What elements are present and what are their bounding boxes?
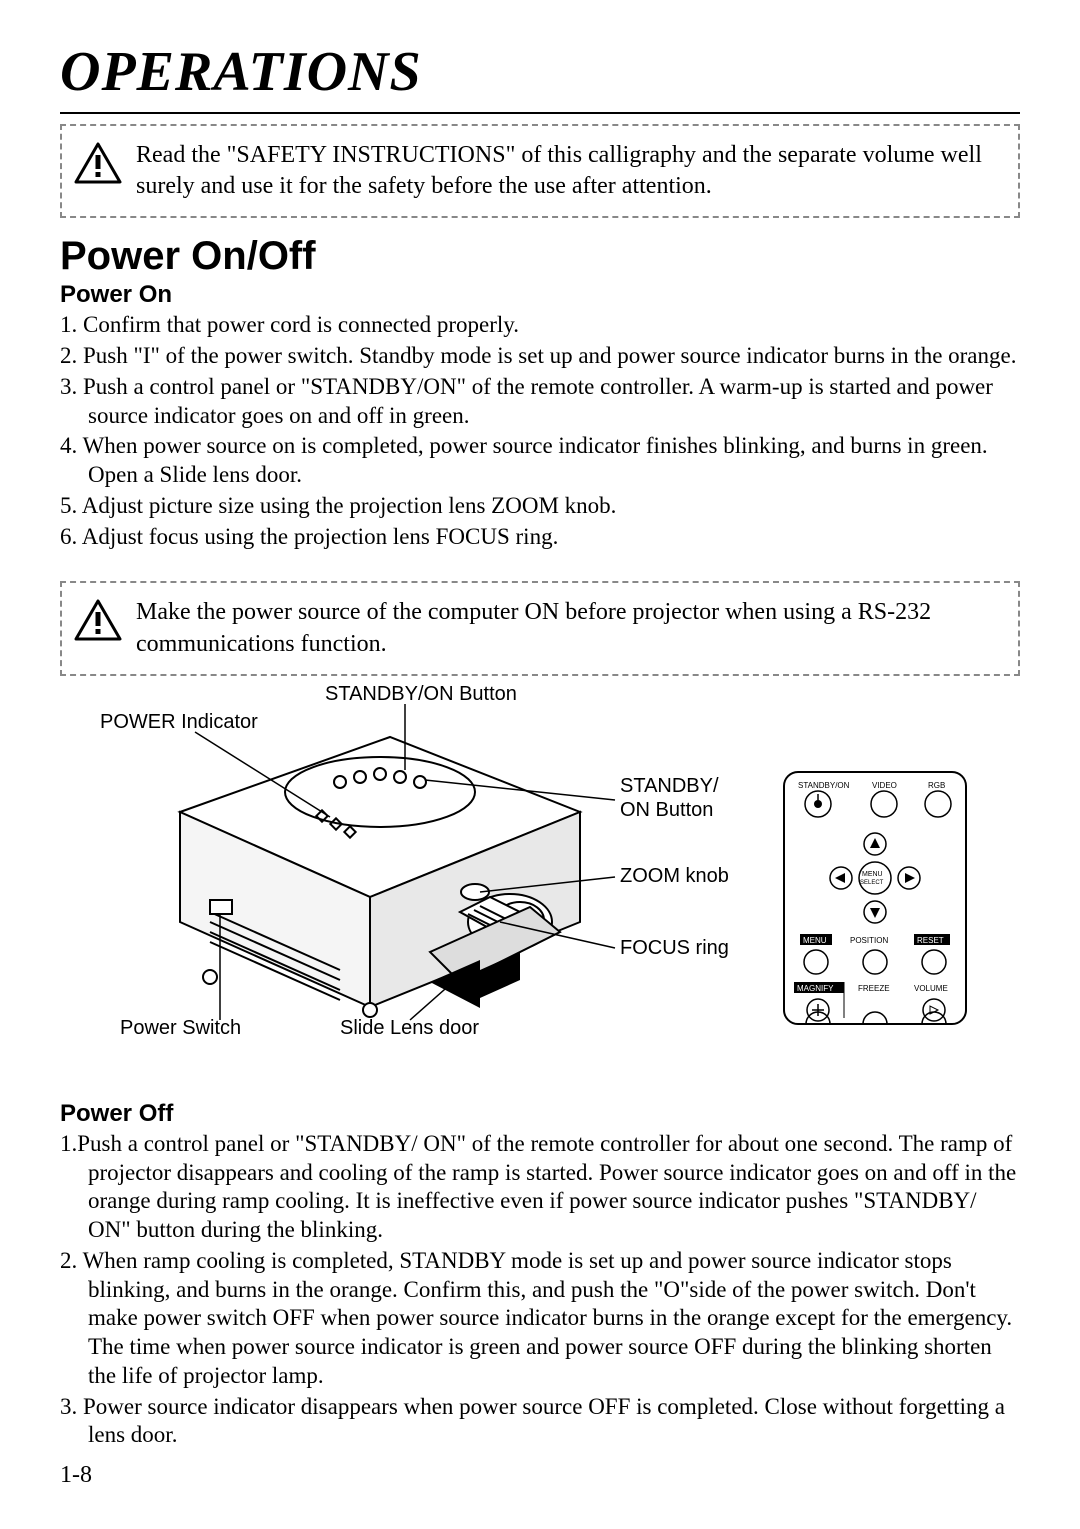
label-standby-side-2: ON Button (620, 799, 713, 821)
label-power-indicator: POWER Indicator (100, 711, 258, 733)
remote-label: SELECT (860, 880, 884, 886)
list-item: 3. Push a control panel or "STANDBY/ON" … (60, 373, 1020, 431)
remote-control-diagram: STANDBY/ON VIDEO RGB MENU SELECT MENU PO… (780, 768, 970, 1028)
title-rule (60, 112, 1020, 114)
label-standby-side-1: STANDBY/ (620, 775, 719, 797)
projector-diagram: STANDBY/ON Button POWER Indicator STANDB… (60, 682, 760, 1082)
page-title: OPERATIONS (60, 40, 1020, 104)
remote-label: MAGNIFY (797, 984, 834, 993)
remote-label: RESET (917, 936, 944, 945)
safety-warning-text: Read the "SAFETY INSTRUCTIONS" of this c… (136, 140, 1002, 202)
list-item: 5. Adjust picture size using the project… (60, 492, 1020, 521)
power-on-steps: 1. Confirm that power cord is connected … (60, 311, 1020, 551)
warning-icon (74, 142, 122, 184)
label-standby-on-top: STANDBY/ON Button (325, 683, 517, 705)
label-focus-ring: FOCUS ring (620, 937, 729, 959)
remote-label: POSITION (850, 936, 888, 945)
list-item: 3. Power source indicator disappears whe… (60, 1393, 1020, 1451)
remote-label: STANDBY/ON (798, 781, 850, 790)
rs232-warning: Make the power source of the computer ON… (60, 581, 1020, 675)
list-item: 1.Push a control panel or "STANDBY/ ON" … (60, 1130, 1020, 1245)
remote-label: VOLUME (914, 984, 948, 993)
label-slide-lens: Slide Lens door (340, 1017, 479, 1039)
power-off-heading: Power Off (60, 1100, 1020, 1128)
remote-label: VIDEO (872, 781, 897, 790)
remote-label: MENU (803, 936, 827, 945)
power-on-heading: Power On (60, 281, 1020, 309)
list-item: 1. Confirm that power cord is connected … (60, 311, 1020, 340)
remote-label: RGB (928, 781, 945, 790)
remote-label: MENU (862, 871, 883, 878)
list-item: 4. When power source on is completed, po… (60, 432, 1020, 490)
power-off-steps: 1.Push a control panel or "STANDBY/ ON" … (60, 1130, 1020, 1450)
warning-icon (74, 599, 122, 641)
list-item: 2. When ramp cooling is completed, STAND… (60, 1247, 1020, 1391)
list-item: 2. Push "I" of the power switch. Standby… (60, 342, 1020, 371)
label-zoom-knob: ZOOM knob (620, 865, 729, 887)
page-number: 1-8 (60, 1462, 92, 1489)
rs232-warning-text: Make the power source of the computer ON… (136, 597, 1002, 659)
label-power-switch: Power Switch (120, 1017, 241, 1039)
safety-warning-top: Read the "SAFETY INSTRUCTIONS" of this c… (60, 124, 1020, 218)
diagram-wrap: STANDBY/ON Button POWER Indicator STANDB… (60, 682, 1020, 1082)
section-heading: Power On/Off (60, 234, 1020, 279)
list-item: 6. Adjust focus using the projection len… (60, 523, 1020, 552)
remote-label: FREEZE (858, 984, 890, 993)
